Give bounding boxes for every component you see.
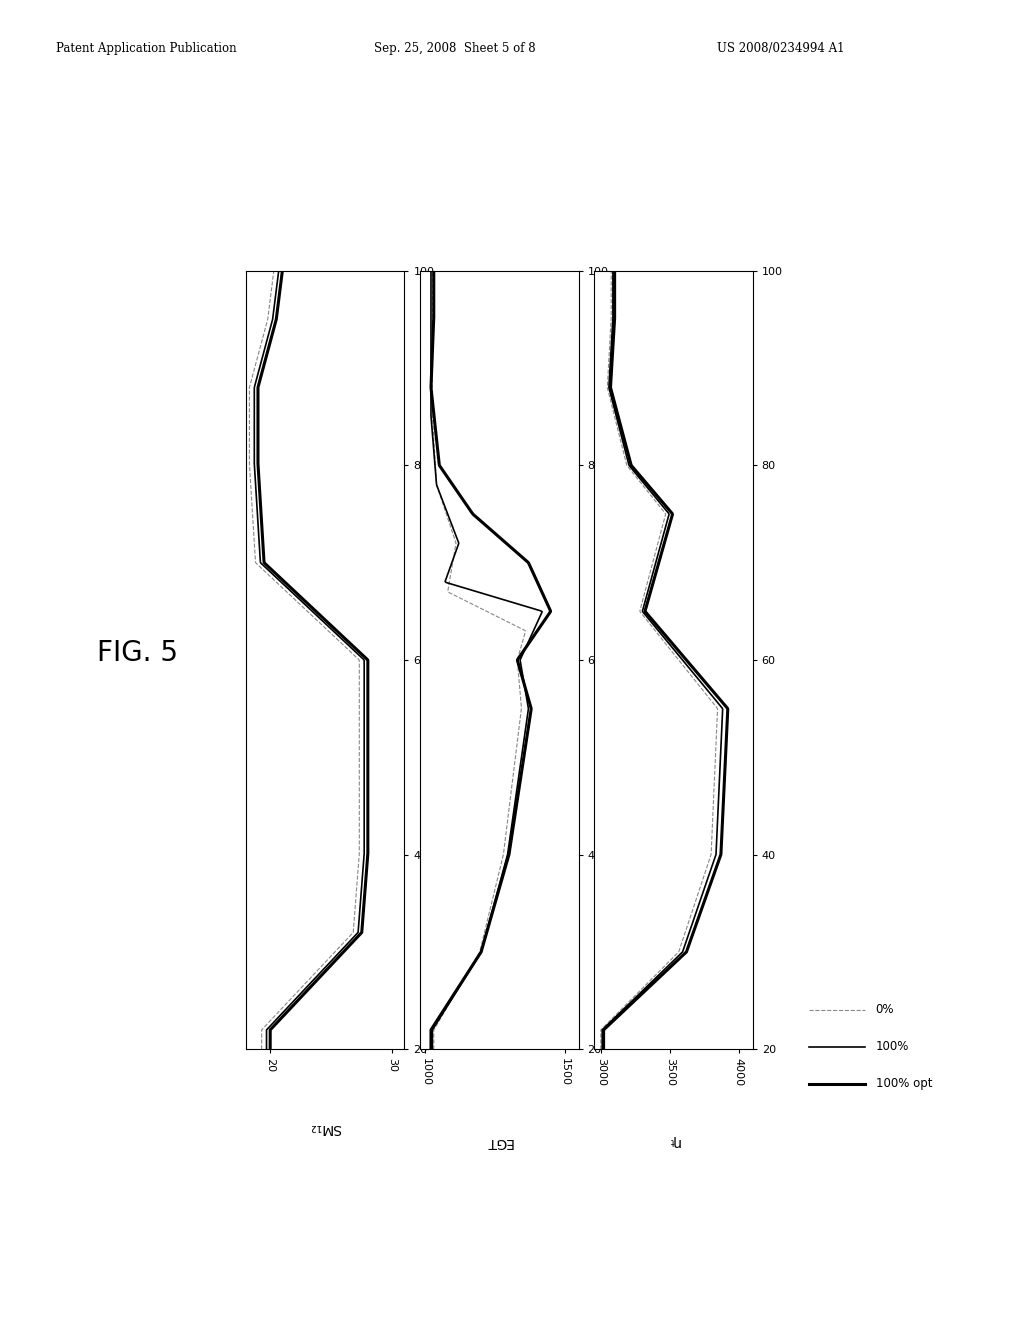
X-axis label: SM₁₂: SM₁₂ [309, 1121, 341, 1135]
Text: 0%: 0% [876, 1003, 894, 1016]
Text: 100% opt: 100% opt [876, 1077, 932, 1090]
X-axis label: ηₜ: ηₜ [667, 1135, 680, 1150]
X-axis label: EGT: EGT [485, 1135, 513, 1148]
Text: FIG. 5: FIG. 5 [97, 639, 178, 668]
Text: US 2008/0234994 A1: US 2008/0234994 A1 [717, 42, 845, 55]
Text: 100%: 100% [876, 1040, 909, 1053]
Text: Patent Application Publication: Patent Application Publication [56, 42, 237, 55]
Text: Sep. 25, 2008  Sheet 5 of 8: Sep. 25, 2008 Sheet 5 of 8 [374, 42, 536, 55]
